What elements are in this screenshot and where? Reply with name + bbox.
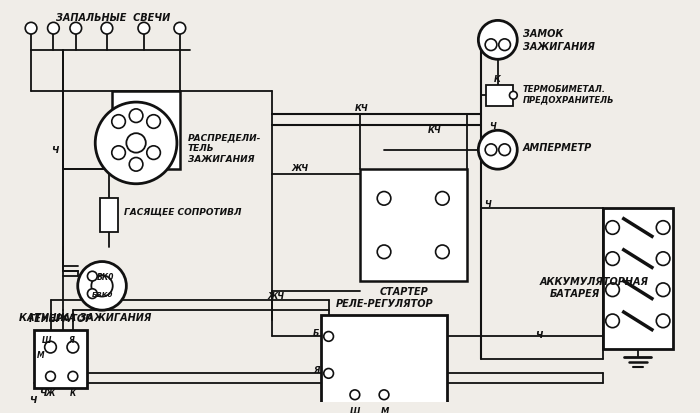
Bar (34, 330, 88, 388)
Text: Я: Я (68, 335, 74, 344)
Text: КЧ: КЧ (428, 126, 442, 135)
Text: ЗАЖИГАНИЯ: ЗАЖИГАНИЯ (188, 154, 254, 164)
Text: ТЕЛЬ: ТЕЛЬ (188, 144, 214, 153)
Text: Ч: Ч (38, 388, 46, 397)
Text: Ш: Ш (350, 406, 360, 413)
Circle shape (478, 21, 517, 60)
Text: ЗАПАЛЬНЫЕ  СВЕЧИ: ЗАПАЛЬНЫЕ СВЕЧИ (56, 12, 171, 22)
Bar (321, 315, 447, 403)
Circle shape (147, 147, 160, 160)
Circle shape (48, 23, 60, 35)
Circle shape (379, 390, 389, 400)
Text: БВК0: БВК0 (92, 291, 113, 297)
Text: КЧ: КЧ (355, 104, 368, 113)
Bar (100, 199, 118, 233)
Circle shape (323, 332, 333, 342)
Text: ВК0: ВК0 (97, 272, 115, 281)
Text: РАСПРЕДЕЛИ-: РАСПРЕДЕЛИ- (188, 133, 261, 142)
Circle shape (435, 245, 449, 259)
Text: К: К (494, 75, 500, 84)
Circle shape (606, 283, 620, 297)
Text: М: М (37, 351, 45, 360)
Text: ЖЧ: ЖЧ (292, 163, 309, 172)
Circle shape (130, 109, 143, 123)
Circle shape (377, 192, 391, 206)
Circle shape (510, 92, 517, 100)
Text: Я: Я (313, 365, 319, 374)
Text: ГАСЯЩЕЕ СОПРОТИВЛ: ГАСЯЩЕЕ СОПРОТИВЛ (125, 207, 242, 216)
Text: СТАРТЕР: СТАРТЕР (379, 286, 428, 296)
Circle shape (606, 314, 620, 328)
Circle shape (606, 221, 620, 235)
Text: АМПЕРМЕТР: АМПЕРМЕТР (523, 142, 592, 152)
Circle shape (657, 283, 670, 297)
Text: Ч: Ч (52, 146, 59, 155)
Circle shape (25, 23, 37, 35)
Circle shape (174, 23, 186, 35)
Circle shape (499, 145, 510, 156)
Text: Б: Б (313, 328, 319, 337)
Text: ГЕНЕРАТОР: ГЕНЕРАТОР (29, 313, 93, 323)
Text: БАТАРЕЯ: БАТАРЕЯ (550, 288, 600, 298)
Text: ЖЧ: ЖЧ (267, 292, 284, 300)
Text: РЕЛЕ-РЕГУЛЯТОР: РЕЛЕ-РЕГУЛЯТОР (335, 299, 433, 309)
Text: ПРЕДОХРАНИТЕЛЬ: ПРЕДОХРАНИТЕЛЬ (523, 95, 615, 104)
Bar (486, 85, 513, 107)
Circle shape (435, 192, 449, 206)
Circle shape (657, 221, 670, 235)
Circle shape (657, 252, 670, 266)
Text: Ж: Ж (46, 388, 55, 397)
Text: ЗАЖИГАНИЯ: ЗАЖИГАНИЯ (523, 42, 595, 52)
Circle shape (657, 314, 670, 328)
Text: Ч: Ч (535, 330, 542, 339)
Circle shape (67, 342, 78, 353)
Circle shape (78, 262, 127, 311)
Text: Ш: Ш (42, 335, 51, 344)
Circle shape (147, 116, 160, 129)
Circle shape (112, 147, 125, 160)
Bar (360, 170, 467, 281)
Text: КАТУШКА ЗАЖИГАНИЯ: КАТУШКА ЗАЖИГАНИЯ (20, 312, 152, 322)
Text: К: К (70, 388, 76, 397)
Text: АККУМУЛЯТОРНАЯ: АККУМУЛЯТОРНАЯ (540, 276, 649, 286)
Circle shape (377, 245, 391, 259)
Circle shape (88, 289, 97, 299)
Circle shape (350, 390, 360, 400)
Circle shape (91, 275, 113, 297)
Circle shape (127, 134, 146, 153)
Circle shape (499, 40, 510, 51)
Text: М: М (381, 406, 389, 413)
Text: ТЕРМОБИМЕТАЛ.: ТЕРМОБИМЕТАЛ. (523, 85, 606, 94)
Circle shape (112, 116, 125, 129)
Circle shape (70, 23, 82, 35)
Circle shape (478, 131, 517, 170)
Circle shape (138, 23, 150, 35)
Circle shape (485, 145, 497, 156)
Circle shape (323, 369, 333, 378)
Circle shape (606, 252, 620, 266)
Text: Ч: Ч (29, 395, 36, 404)
Circle shape (485, 40, 497, 51)
Bar (112, 92, 180, 170)
Text: Ч: Ч (484, 199, 491, 208)
Bar (603, 209, 673, 349)
Circle shape (88, 272, 97, 281)
Circle shape (68, 372, 78, 381)
Circle shape (130, 158, 143, 172)
Text: Ч: Ч (489, 121, 496, 131)
Text: ЗАМОК: ЗАМОК (523, 29, 564, 39)
Circle shape (45, 342, 56, 353)
Circle shape (46, 372, 55, 381)
Circle shape (101, 23, 113, 35)
Circle shape (95, 103, 177, 184)
